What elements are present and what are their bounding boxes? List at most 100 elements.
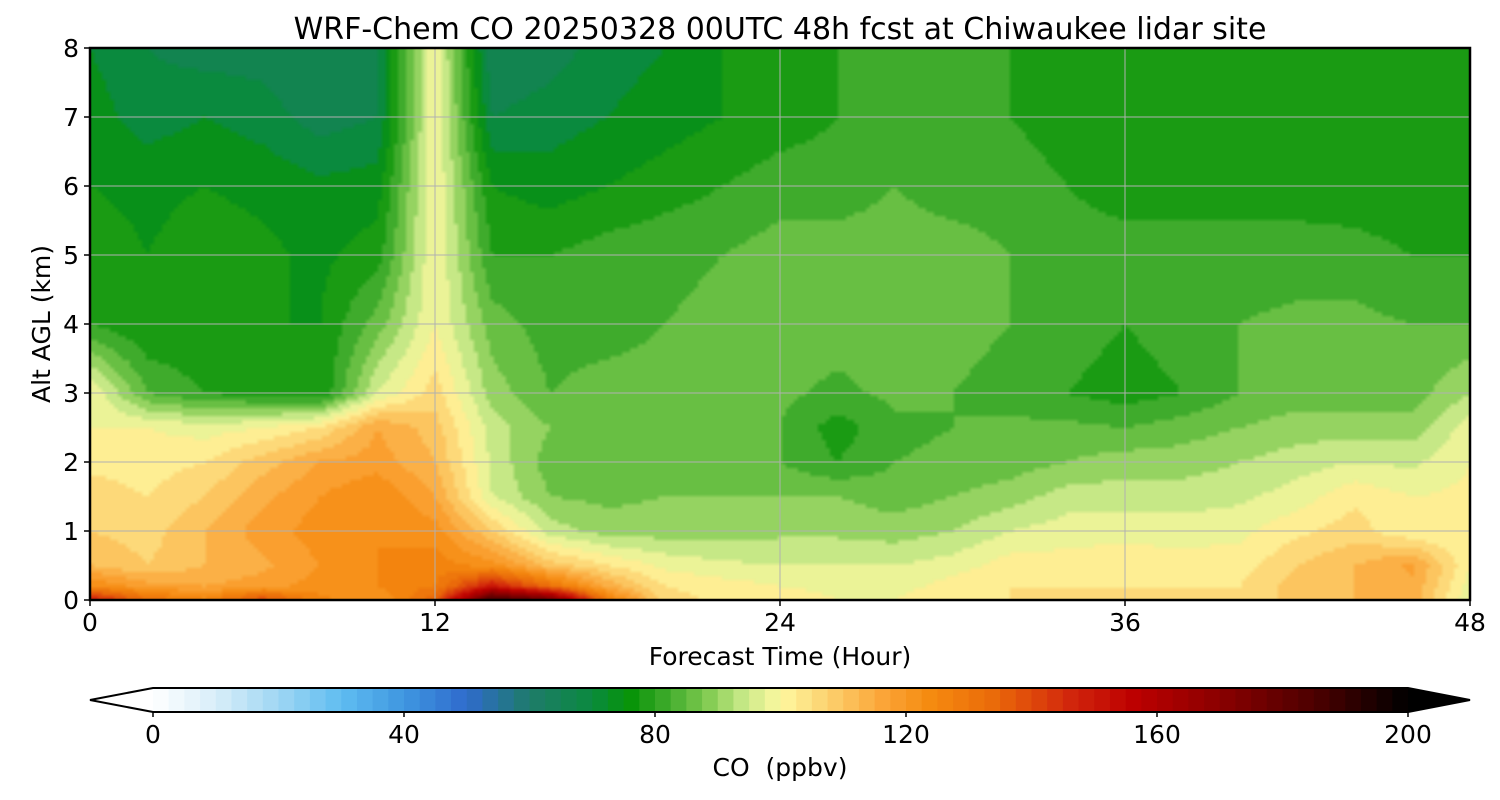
colorbar-segment <box>294 688 311 712</box>
colorbar-segment <box>717 688 735 712</box>
colorbar-tick-label: 40 <box>388 720 420 749</box>
colorbar-segment <box>968 688 986 712</box>
y-tick-label: 8 <box>63 34 79 63</box>
colorbar-segment <box>1298 688 1315 712</box>
colorbar-max-extend-arrow <box>1408 688 1470 712</box>
colorbar-segment <box>513 688 531 712</box>
y-tick-label: 4 <box>63 310 79 339</box>
colorbar-segment <box>1125 688 1142 712</box>
colorbar-min-extend-arrow <box>90 688 153 712</box>
colorbar-segment <box>466 688 484 712</box>
colorbar-segment <box>278 688 295 712</box>
colorbar-segment <box>388 688 405 712</box>
colorbar-segment <box>1109 688 1127 712</box>
colorbar-segment <box>1062 688 1080 712</box>
colorbar-segment <box>607 688 625 712</box>
colorbar-segment <box>1015 688 1033 712</box>
colorbar-tick-label: 120 <box>882 720 930 749</box>
y-tick-label: 5 <box>63 241 79 270</box>
colorbar-segment <box>592 688 609 712</box>
colorbar-segment <box>937 688 954 712</box>
colorbar-segment <box>404 688 421 712</box>
colorbar-segment <box>356 688 374 712</box>
colorbar-segment <box>764 688 782 712</box>
colorbar-segment <box>953 688 970 712</box>
x-tick-label: 0 <box>82 608 98 637</box>
colorbar-segment <box>780 688 797 712</box>
x-tick-label: 36 <box>1109 608 1141 637</box>
colorbar-segment <box>231 688 248 712</box>
colorbar-segment <box>309 688 327 712</box>
colorbar <box>89 687 1471 713</box>
y-tick-label: 2 <box>63 448 79 477</box>
colorbar-segment <box>341 688 358 712</box>
y-tick-label: 7 <box>63 103 79 132</box>
y-tick-label: 6 <box>63 172 79 201</box>
colorbar-segment <box>655 688 672 712</box>
colorbar-segment <box>1329 688 1346 712</box>
colorbar-segment <box>1094 688 1111 712</box>
colorbar-tick-label: 80 <box>639 720 671 749</box>
colorbar-segment <box>733 688 750 712</box>
colorbar-segment <box>560 688 578 712</box>
x-axis-label: Forecast Time (Hour) <box>649 642 912 671</box>
colorbar-segment <box>1313 688 1331 712</box>
colorbar-segment <box>325 688 342 712</box>
colorbar-segment <box>1172 688 1189 712</box>
colorbar-segment <box>1266 688 1284 712</box>
colorbar-segment <box>906 688 923 712</box>
colorbar-segment <box>1141 688 1158 712</box>
colorbar-segment <box>247 688 264 712</box>
colorbar-segment <box>262 688 280 712</box>
y-axis-label: Alt AGL (km) <box>27 245 56 403</box>
y-tick-label: 0 <box>63 586 79 615</box>
x-axis: 0 12 24 36 48 <box>82 600 1486 637</box>
colorbar-segment <box>623 688 640 712</box>
colorbar-segment <box>451 688 468 712</box>
colorbar-tick-label: 160 <box>1133 720 1181 749</box>
colorbar-segment <box>576 688 593 712</box>
colorbar-segment <box>168 688 185 712</box>
colorbar-segment <box>1282 688 1299 712</box>
y-tick-label: 3 <box>63 379 79 408</box>
colorbar-segment <box>529 688 546 712</box>
colorbar-segment <box>1000 688 1017 712</box>
colorbar-segment <box>200 688 217 712</box>
colorbar-segment <box>1251 688 1268 712</box>
x-tick-label: 24 <box>764 608 796 637</box>
colorbar-segment <box>1235 688 1252 712</box>
colorbar-segment <box>827 688 844 712</box>
colorbar-segment <box>435 688 452 712</box>
colorbar-segment <box>686 688 703 712</box>
colorbar-segment <box>1219 688 1237 712</box>
colorbar-segment <box>890 688 907 712</box>
colorbar-segment <box>874 688 891 712</box>
colorbar-segment <box>1188 688 1205 712</box>
colorbar-segment <box>1392 688 1409 712</box>
colorbar-segment <box>184 688 201 712</box>
colorbar-tick-label: 0 <box>145 720 161 749</box>
colorbar-segment <box>749 688 766 712</box>
colorbar-segment <box>811 688 829 712</box>
colorbar-segment <box>498 688 515 712</box>
colorbar-segment <box>921 688 938 712</box>
colorbar-segment <box>215 688 233 712</box>
colorbar-segment <box>702 688 719 712</box>
colorbar-label: CO (ppbv) <box>713 753 848 782</box>
colorbar-segment <box>639 688 656 712</box>
colorbar-segment <box>1157 688 1174 712</box>
colorbar-segment <box>1345 688 1362 712</box>
colorbar-segment <box>545 688 562 712</box>
colorbar-segment <box>1360 688 1378 712</box>
colorbar-tick-label: 200 <box>1384 720 1432 749</box>
colorbar-segment <box>1204 688 1221 712</box>
colorbar-segment <box>419 688 436 712</box>
colorbar-segment <box>482 688 499 712</box>
colorbar-segment <box>1047 688 1064 712</box>
colorbar-segment <box>843 688 860 712</box>
y-tick-label: 1 <box>63 517 79 546</box>
x-tick-label: 12 <box>419 608 451 637</box>
colorbar-segment <box>858 688 876 712</box>
colorbar-segment <box>153 688 170 712</box>
